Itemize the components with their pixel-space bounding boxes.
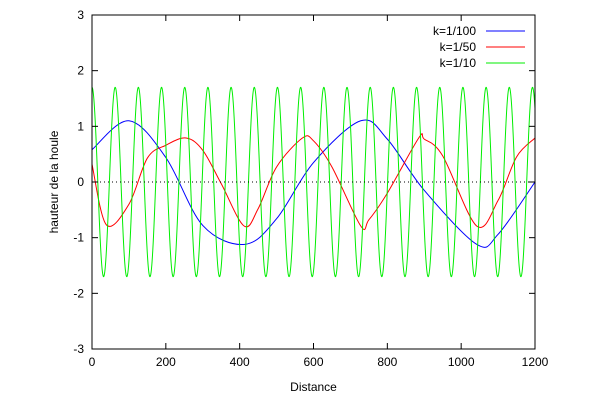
legend-label: k=1/10 bbox=[440, 56, 477, 70]
legend: k=1/100 k=1/50 k=1/10 bbox=[433, 24, 525, 70]
y-tick-label: -3 bbox=[73, 342, 84, 356]
x-tick-label: 200 bbox=[156, 355, 176, 369]
legend-label: k=1/50 bbox=[440, 40, 477, 54]
y-tick-label: 3 bbox=[77, 8, 84, 22]
legend-label: k=1/100 bbox=[433, 24, 476, 38]
x-tick-label: 800 bbox=[377, 355, 397, 369]
x-tick-label: 0 bbox=[89, 355, 96, 369]
x-tick-label: 1000 bbox=[448, 355, 475, 369]
y-tick-label: 1 bbox=[77, 119, 84, 133]
y-tick-label: 2 bbox=[77, 64, 84, 78]
x-tick-label: 1200 bbox=[522, 355, 549, 369]
y-axis-label: hauteur de la houle bbox=[47, 130, 61, 233]
x-tick-label: 400 bbox=[230, 355, 250, 369]
y-tick-label: -1 bbox=[73, 231, 84, 245]
ticks-layer: 0 200 400 600 800 1000 1200 -3 -2 -1 0 1 2 3 bbox=[73, 8, 548, 369]
series-line-3 bbox=[92, 86, 535, 278]
series-line-1 bbox=[92, 119, 535, 248]
y-tick-label: -2 bbox=[73, 286, 84, 300]
series-line-2 bbox=[92, 133, 535, 231]
y-tick-label: 0 bbox=[77, 175, 84, 189]
x-tick-label: 600 bbox=[303, 355, 323, 369]
x-axis-label: Distance bbox=[290, 380, 337, 394]
series-layer bbox=[92, 86, 535, 278]
